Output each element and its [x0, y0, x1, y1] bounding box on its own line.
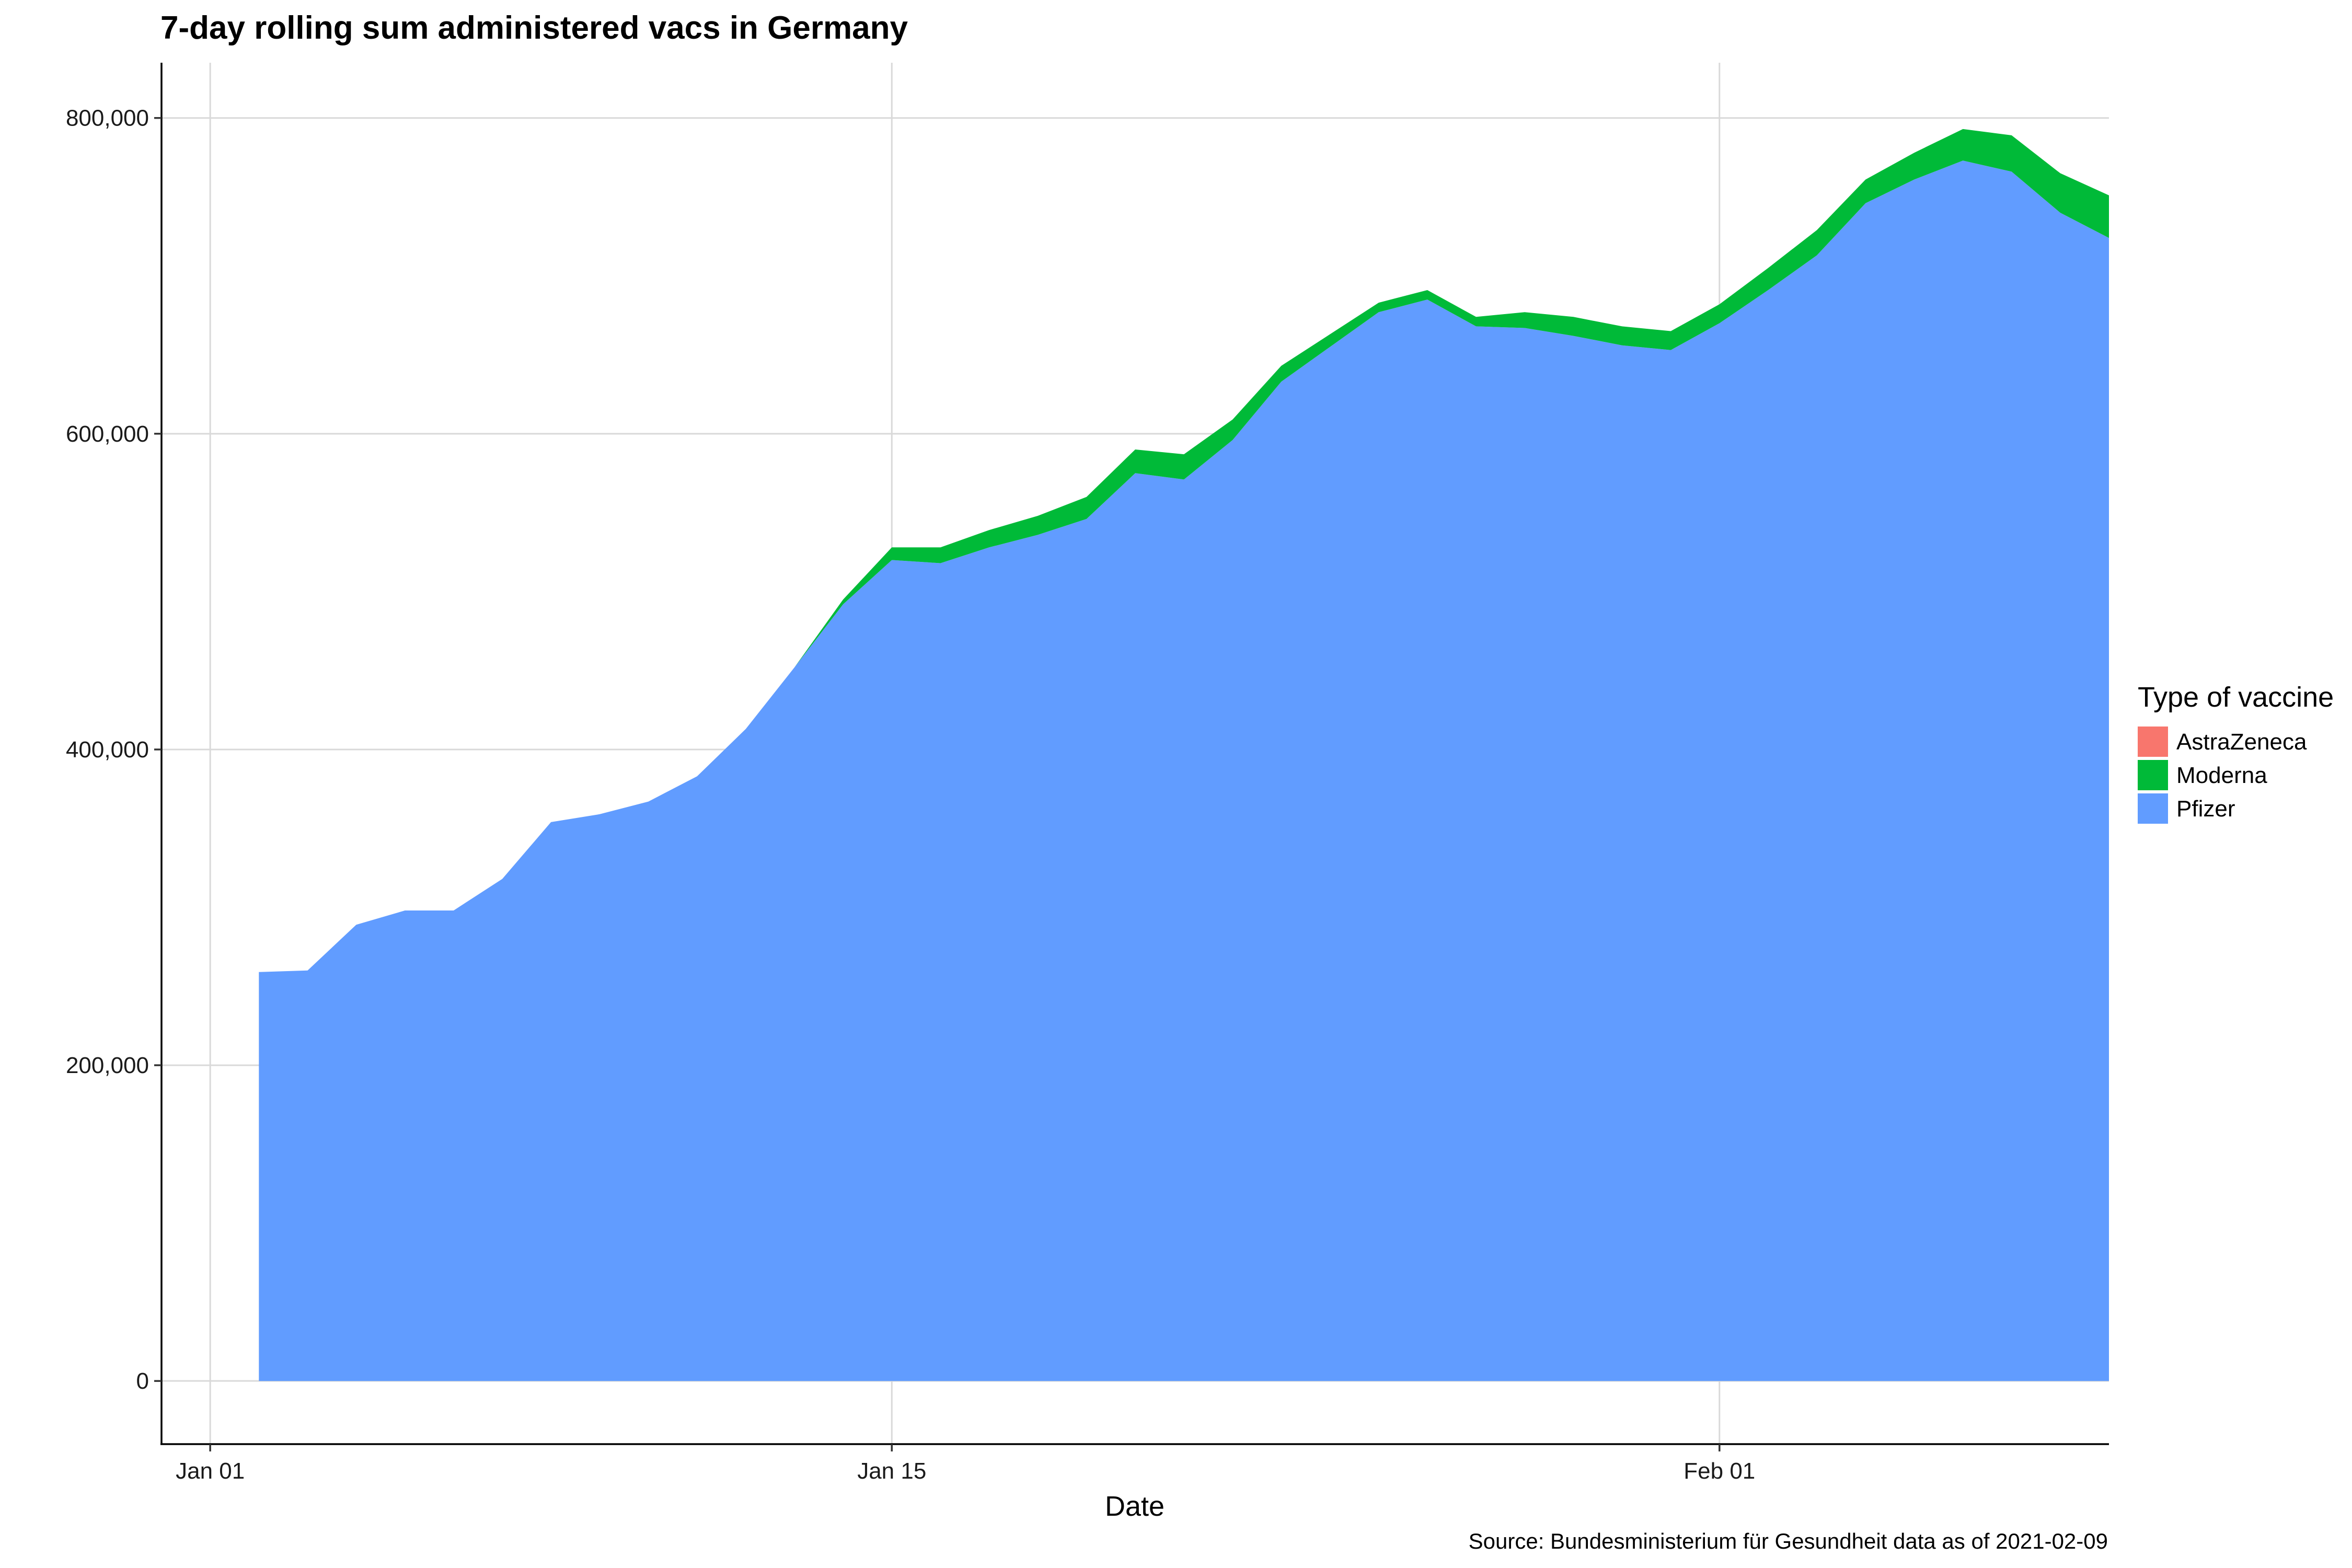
y-tick-label: 0 [136, 1368, 149, 1394]
legend-key-astrazeneca [2138, 727, 2168, 757]
plot-areas [259, 129, 2109, 1381]
area-moderna [259, 129, 2109, 972]
x-tick-label: Feb 01 [1684, 1458, 1755, 1484]
legend-items: AstraZeneca Moderna Pfizer [2138, 727, 2307, 824]
legend-title: Type of vaccine [2138, 682, 2334, 713]
y-tick-label: 200,000 [66, 1053, 149, 1078]
y-axis-ticks: 0 200,000 400,000 600,000 800,000 [66, 106, 162, 1394]
x-tick-label: Jan 01 [176, 1458, 245, 1484]
legend-key-pfizer [2138, 793, 2168, 824]
legend-label-pfizer: Pfizer [2176, 796, 2235, 822]
y-tick-label: 600,000 [66, 421, 149, 447]
legend-key-moderna [2138, 760, 2168, 790]
area-pfizer [259, 160, 2109, 1381]
legend-label-moderna: Moderna [2176, 763, 2267, 788]
source-caption: Source: Bundesministerium für Gesundheit… [1469, 1529, 2108, 1553]
y-tick-label: 400,000 [66, 737, 149, 763]
x-axis-title: Date [1105, 1491, 1165, 1522]
x-tick-label: Jan 15 [857, 1458, 926, 1484]
chart-title: 7-day rolling sum administered vacs in G… [160, 10, 908, 46]
legend: Type of vaccine AstraZeneca Moderna Pfizer [2138, 682, 2334, 824]
legend-label-astrazeneca: AstraZeneca [2176, 729, 2307, 755]
y-tick-label: 800,000 [66, 106, 149, 131]
x-axis-ticks: Jan 01 Jan 15 Feb 01 [176, 1444, 1755, 1484]
